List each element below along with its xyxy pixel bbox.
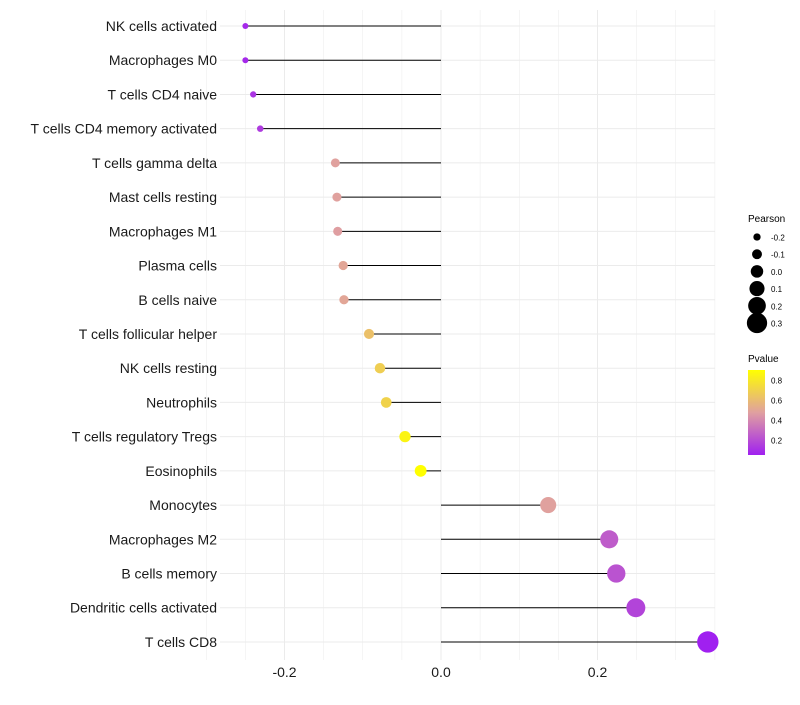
lollipop-point <box>242 23 249 29</box>
category-label: T cells CD8 <box>145 634 217 650</box>
lollipop-point <box>626 598 646 618</box>
category-label: Plasma cells <box>138 258 217 274</box>
legend-size-point <box>749 281 765 297</box>
category-label: T cells regulatory Tregs <box>72 429 217 445</box>
category-label: Dendritic cells activated <box>70 600 217 616</box>
lollipop-point <box>600 530 619 549</box>
category-label: B cells naive <box>138 292 217 308</box>
legend-size-point <box>753 233 761 241</box>
category-label: B cells memory <box>121 566 217 582</box>
legend-color-label: 0.4 <box>771 417 783 426</box>
lollipop-point <box>330 158 340 168</box>
category-label: Macrophages M1 <box>109 223 217 239</box>
lollipop-point <box>697 631 719 653</box>
lollipop-point <box>242 57 249 64</box>
legend-size-label: 0.1 <box>771 285 783 294</box>
x-tick-label: 0.2 <box>588 664 608 680</box>
lollipop-point <box>250 91 257 98</box>
legend-size-point <box>752 249 762 260</box>
lollipop-point <box>338 260 348 271</box>
category-label: Monocytes <box>149 497 217 513</box>
legend-size-label: 0.2 <box>771 302 783 311</box>
legend-title-pvalue: Pvalue <box>748 354 779 365</box>
category-label: T cells gamma delta <box>92 155 217 171</box>
lollipop-point <box>339 295 349 305</box>
lollipop-point <box>540 497 557 514</box>
category-label: Neutrophils <box>146 394 217 410</box>
lollipop-point <box>332 192 342 202</box>
lollipop-point <box>399 430 411 443</box>
lollipop-point <box>256 125 264 132</box>
lollipop-point <box>333 226 343 236</box>
category-label: T cells CD4 naive <box>108 86 218 102</box>
legend-size-point <box>750 265 764 278</box>
category-label: Eosinophils <box>145 463 217 479</box>
legend-size-point <box>746 312 768 334</box>
lollipop-point <box>363 328 375 340</box>
category-label: Macrophages M0 <box>109 52 217 68</box>
category-label: Mast cells resting <box>109 189 217 205</box>
category-label: Macrophages M2 <box>109 531 217 547</box>
legend-color-label: 0.2 <box>771 437 783 446</box>
legend-size-label: -0.2 <box>771 234 785 243</box>
lollipop-point <box>607 564 626 583</box>
legend-colorbar <box>748 370 765 455</box>
legend-color-label: 0.8 <box>771 377 783 386</box>
x-tick-label: 0.0 <box>431 664 451 680</box>
legend-size-label: 0.0 <box>771 268 783 277</box>
lollipop-point <box>374 362 386 374</box>
category-label: NK cells activated <box>106 18 217 34</box>
x-tick-label: -0.2 <box>272 664 296 680</box>
legend-size-point <box>748 296 766 315</box>
legend-color-label: 0.6 <box>771 397 783 406</box>
legend-size-label: 0.3 <box>771 320 783 329</box>
legend-size-label: -0.1 <box>771 251 785 260</box>
lollipop-point <box>414 464 427 477</box>
legend-title-pearson: Pearson <box>748 214 785 225</box>
lollipop-point <box>380 397 392 408</box>
category-label: T cells follicular helper <box>79 326 218 342</box>
category-label: NK cells resting <box>120 360 217 376</box>
category-label: T cells CD4 memory activated <box>31 121 217 137</box>
